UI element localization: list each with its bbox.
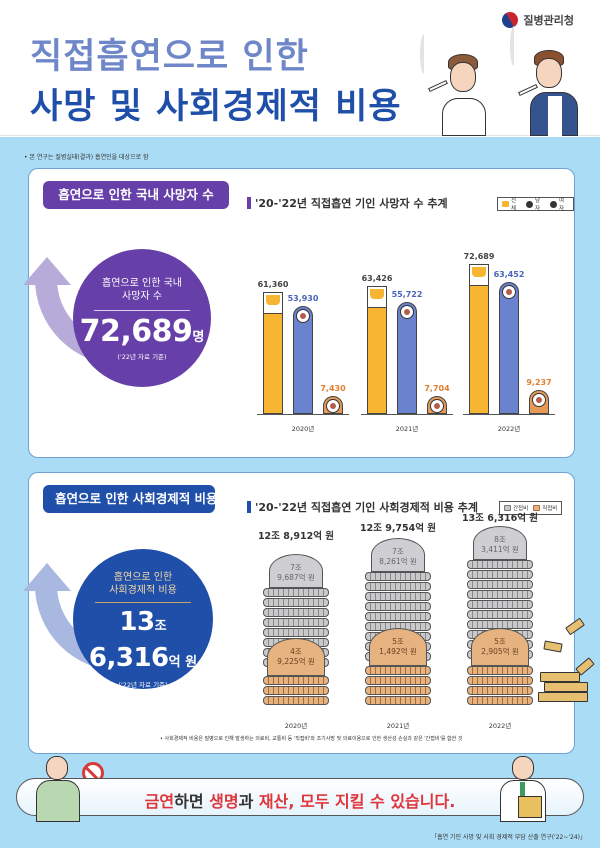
bar-total <box>263 292 283 414</box>
kdca-logo: 질병관리청 <box>499 9 574 31</box>
coin-group-2022: 13조 6,316억 원 8조 3,411억 원 5조 2,905억 원 <box>462 510 538 708</box>
slogan-text: 금연하면 생명과 재산, 모두 지킬 수 있습니다. <box>144 792 456 811</box>
divider <box>94 310 190 311</box>
deaths-bar-chart: 61,360 53,930 7,430 63,426 55,722 7,704 … <box>249 223 569 433</box>
bar-group-2021: 63,426 55,722 7,704 <box>361 223 453 415</box>
bar-total <box>469 264 489 414</box>
legend-indirect: 간접비 <box>504 504 528 512</box>
circle-label: 흡연으로 인한 <box>113 572 173 583</box>
data-basis-note: ('22년 자료 기준) <box>117 353 167 361</box>
year-label: 2021년 <box>395 425 419 433</box>
arrow-head-icon <box>23 257 71 285</box>
woman-character-icon <box>36 756 80 822</box>
title-marker <box>247 197 251 209</box>
source-citation: 「흡연 기인 사망 및 사회 경제적 부담 산출 연구('22~'24)」 <box>431 834 586 841</box>
bar-male <box>499 282 519 414</box>
man-smoker-icon <box>518 40 588 136</box>
title-marker <box>247 501 251 513</box>
logo-text: 질병관리청 <box>523 14 574 27</box>
deaths-chart-title: '20-'22년 직접흡연 기인 사망자 수 추계 <box>247 195 448 211</box>
bar-female <box>323 396 343 414</box>
study-note: • 본 연구는 질병실태(결과) 흡연인을 대상으로 함 <box>24 154 149 161</box>
legend-direct: 직접비 <box>533 504 557 512</box>
indirect-cost-coin: 8조 3,411억 원 <box>473 526 527 560</box>
bar-male <box>397 302 417 414</box>
bar-group-2022: 72,689 63,452 9,237 <box>463 223 555 415</box>
smoke-icon <box>510 26 518 66</box>
legend-female: 여자 <box>550 196 569 212</box>
page-title-line2: 사망 및 사회경제적 비용 <box>30 87 402 127</box>
header: 직접흡연으로 인한 사망 및 사회경제적 비용 질병관리청 <box>0 0 600 136</box>
coin-group-2020: 12조 8,912억 원 7조 9,687억 원 4조 9,225억 원 <box>258 528 334 708</box>
deaths-summary-circle: 흡연으로 인한 국내 사망자 수 72,689명 ('22년 자료 기준) <box>73 249 211 387</box>
legend-male: 남자 <box>526 196 545 212</box>
year-label: 2022년 <box>497 425 521 433</box>
direct-cost-coin: 5조 1,492억 원 <box>369 628 427 666</box>
costs-summary-circle: 흡연으로 인한 사회경제적 비용 13조 6,316억 원 ('22년 자료 기… <box>73 549 213 689</box>
costs-coin-chart: 12조 8,912억 원 7조 9,687억 원 4조 9,225억 원 12조 9… <box>249 513 569 730</box>
costs-legend: 간접비 직접비 <box>499 501 563 515</box>
coin-group-2021: 12조 9,754억 원 7조 8,261억 원 5조 1,492억 원 <box>360 520 436 708</box>
money-pile-icon <box>536 617 596 706</box>
costs-total-value-line2: 6,316억 원 <box>88 643 198 673</box>
circle-label: 사망자 수 <box>122 291 162 302</box>
year-label: 2021년 <box>386 722 410 730</box>
costs-chart-title: '20-'22년 직접흡연 기인 사회경제적 비용 추계 <box>247 499 478 515</box>
bar-female <box>427 396 447 414</box>
direct-cost-coin: 5조 2,905억 원 <box>471 628 529 666</box>
smoke-icon <box>420 34 428 74</box>
year-label: 2020년 <box>284 722 308 730</box>
bar-male <box>293 306 313 414</box>
page-title-line1: 직접흡연으로 인한 <box>30 37 309 77</box>
deaths-panel: 흡연으로 인한 국내 사망자 수 '20-'22년 직접흡연 기인 사망자 수 … <box>23 168 575 458</box>
indirect-cost-coin: 7조 9,687억 원 <box>269 554 323 588</box>
deaths-legend: 전체 남자 여자 <box>497 196 574 212</box>
costs-panel: 흡연으로 인한 사회경제적 비용 '20-'22년 직접흡연 기인 사회경제적 … <box>23 472 575 754</box>
deaths-section-label: 흡연으로 인한 국내 사망자 수 <box>43 181 229 209</box>
indirect-cost-coin: 7조 8,261억 원 <box>371 538 425 572</box>
arrow-head-icon <box>23 563 71 591</box>
year-label: 2020년 <box>291 425 315 433</box>
circle-label: 흡연으로 인한 국내 <box>102 278 182 289</box>
cost-definition-note: • 사회경제적 비용은 질병으로 인해 발생하는 의료비, 교통비 등 '직접비… <box>160 736 463 742</box>
divider <box>95 602 191 603</box>
man-character-icon <box>500 756 546 822</box>
year-label: 2022년 <box>488 722 512 730</box>
costs-section-label: 흡연으로 인한 사회경제적 비용 <box>43 485 218 513</box>
smokers-illustration <box>392 26 592 136</box>
deaths-total-value: 72,689명 <box>79 314 205 349</box>
legend-total: 전체 <box>502 196 521 212</box>
circle-label: 사회경제적 비용 <box>109 585 177 596</box>
costs-total-value: 13조 <box>119 607 167 637</box>
bar-female <box>529 390 549 414</box>
slogan-banner: 금연하면 생명과 재산, 모두 지킬 수 있습니다. <box>16 778 584 816</box>
bar-total <box>367 286 387 414</box>
data-basis-note: ('22년 자료 기준) <box>118 681 168 689</box>
woman-smoker-icon <box>428 40 494 136</box>
taegeuk-logo-icon <box>499 9 522 31</box>
bar-group-2020: 61,360 53,930 7,430 <box>257 223 349 415</box>
direct-cost-coin: 4조 9,225억 원 <box>267 638 325 676</box>
